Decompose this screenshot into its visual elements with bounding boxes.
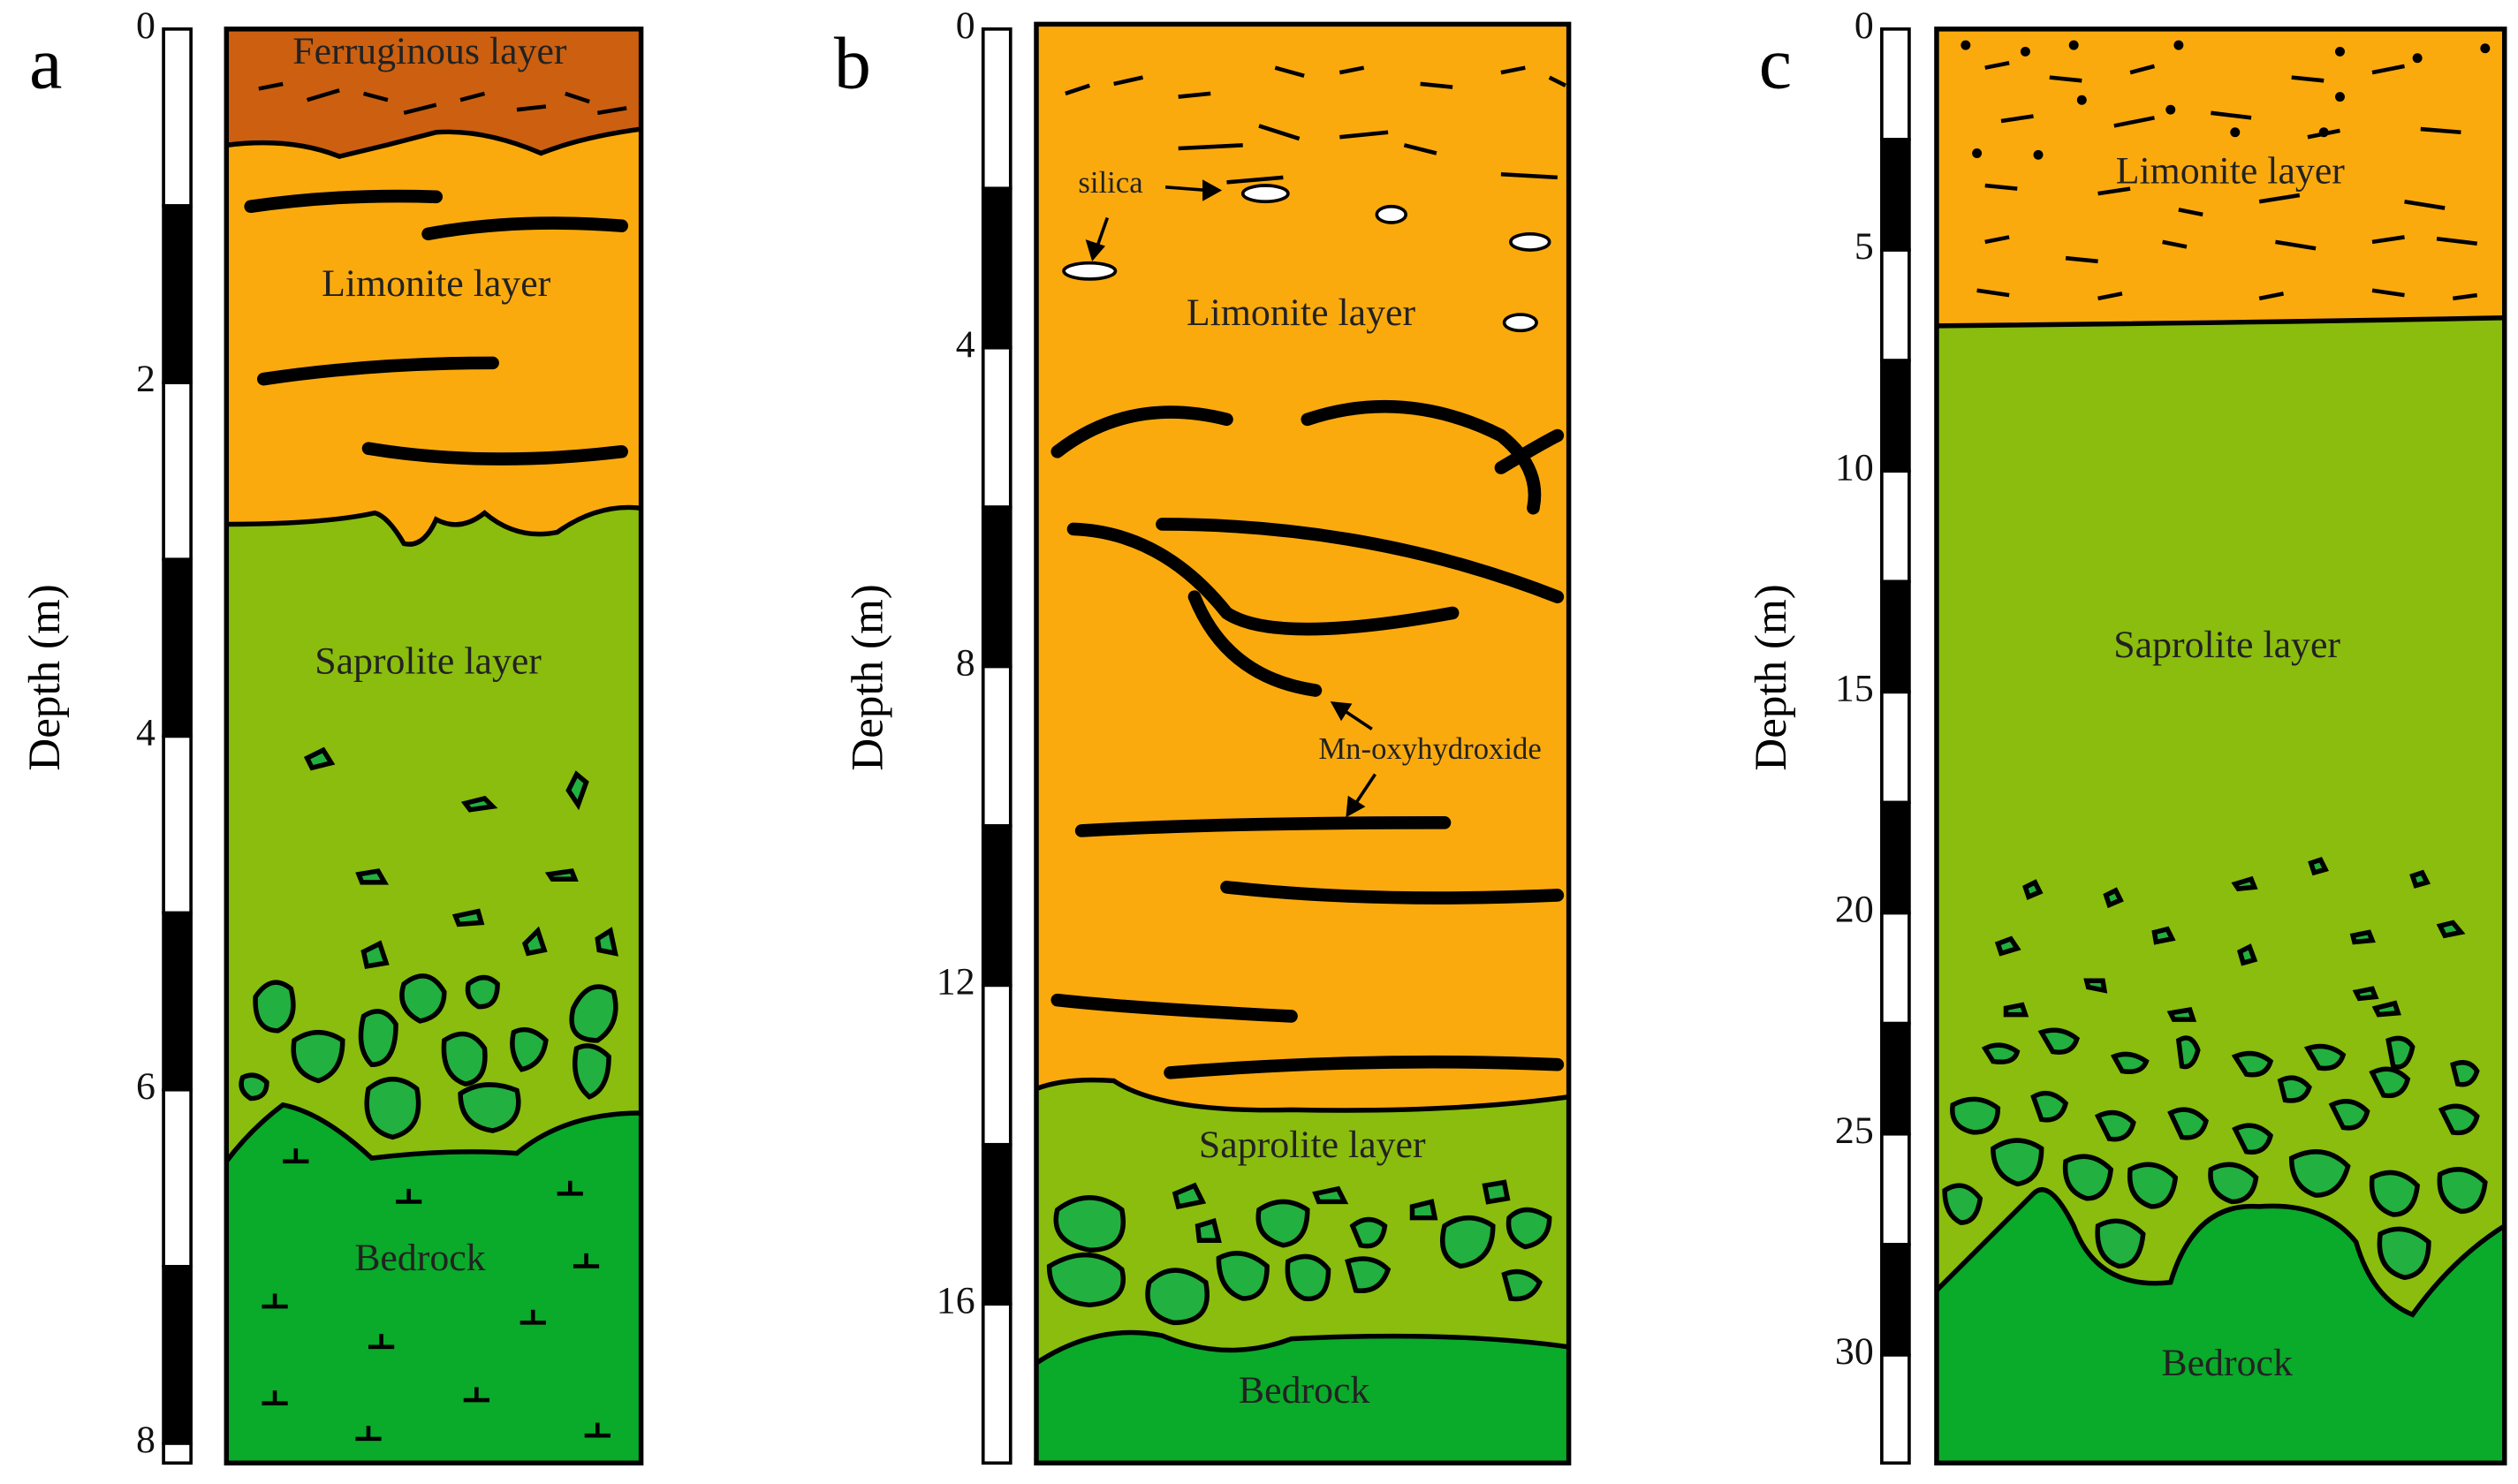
depth-tick: 20 <box>1835 889 1874 931</box>
axis-label: Depth (m) <box>842 584 892 771</box>
layer-label: Limonite layer <box>1187 292 1416 334</box>
profile-frame <box>224 26 644 1465</box>
layer-label: Limonite layer <box>2116 149 2346 192</box>
scale-segment <box>162 27 193 208</box>
scale-segment <box>981 1302 1013 1465</box>
scale-segment <box>1880 911 1911 1026</box>
layer-label: Saprolite layer <box>315 640 542 682</box>
scale-segment <box>162 204 193 384</box>
boundary <box>224 1102 641 1163</box>
layer-label: Bedrock <box>354 1237 486 1279</box>
texture-dots <box>1961 40 2491 160</box>
axis-label: Depth (m) <box>1746 584 1796 771</box>
texture <box>258 81 627 116</box>
layer-label: Limonite layer <box>322 262 551 305</box>
axis-label: Depth (m) <box>19 584 70 771</box>
ferruginous-fill <box>226 28 641 157</box>
panel-label: a <box>29 23 62 105</box>
layer-label: Bedrock <box>1239 1369 1370 1412</box>
panel-label: c <box>1759 23 1792 105</box>
depth-tick: 16 <box>937 1279 975 1321</box>
profile-a: Ferruginous layer Limonite layer Saproli… <box>224 26 644 1465</box>
scale-segment <box>1880 248 1911 362</box>
limonite-fill <box>226 28 641 545</box>
scale-segment <box>162 557 193 738</box>
annotation: Mn-oxyhydroxide <box>1318 731 1541 766</box>
depth-tick: 5 <box>1854 225 1874 268</box>
scale-segment <box>162 911 193 1092</box>
boundary <box>225 126 641 159</box>
profile-b: Limonite layer Saprolite layer Bedrock s… <box>1034 21 1572 1465</box>
layer-label: Saprolite layer <box>2113 624 2340 666</box>
annotation: silica <box>1078 165 1142 200</box>
scale-segment <box>1880 690 1911 805</box>
scale-segment <box>981 505 1013 669</box>
scale-segment <box>981 186 1013 350</box>
depth-tick: 8 <box>956 642 975 685</box>
scale-segment <box>981 824 1013 988</box>
boundary <box>1936 315 2505 329</box>
texture <box>262 1148 611 1442</box>
depth-tick: 15 <box>1835 667 1874 709</box>
scale-segment <box>162 381 193 562</box>
scale-segment <box>162 1087 193 1268</box>
scale-segment <box>162 1442 193 1465</box>
depth-tick: 30 <box>1835 1330 1874 1373</box>
scale-segment <box>1880 1021 1911 1136</box>
layer-label: Ferruginous layer <box>292 30 567 72</box>
layer-label: Saprolite layer <box>1199 1124 1426 1166</box>
depth-tick: 0 <box>956 4 975 47</box>
layer-label: Bedrock <box>2161 1342 2293 1384</box>
streaks <box>1050 399 1565 1079</box>
depth-tick: 4 <box>956 323 975 366</box>
scale-segment <box>1880 138 1911 252</box>
silica-grains <box>1062 184 1551 333</box>
scale-segment <box>1880 469 1911 584</box>
boundary <box>1035 1077 1569 1113</box>
scale-segment <box>1880 1132 1911 1246</box>
clasts <box>1942 856 2488 1281</box>
scale-segment <box>981 664 1013 828</box>
depth-tick: 0 <box>1854 4 1874 47</box>
boundary <box>1935 1187 2507 1318</box>
scale-segment <box>1880 800 1911 915</box>
profile-frame <box>1934 26 2507 1465</box>
clasts <box>239 746 618 1140</box>
scale-segment <box>981 1142 1013 1306</box>
scale-segment <box>162 734 193 915</box>
scale-segment <box>981 345 1013 509</box>
scale-segment <box>162 1265 193 1445</box>
depth-tick: 10 <box>1835 446 1874 488</box>
depth-tick: 0 <box>136 4 155 47</box>
arrows <box>1085 179 1377 818</box>
boundary <box>1035 1329 1569 1366</box>
scale-segment <box>981 27 1013 191</box>
scale-segment <box>981 983 1013 1147</box>
profile-c: Limonite layer Saprolite layer Bedrock <box>1934 26 2507 1465</box>
scale-segment <box>1880 1353 1911 1465</box>
depth-tick: 12 <box>937 960 975 1003</box>
streaks <box>244 189 628 466</box>
profile-frame <box>1034 21 1572 1465</box>
panel-label: b <box>834 23 871 105</box>
scale-segment <box>1880 579 1911 694</box>
scale-segment <box>1880 359 1911 473</box>
scale-segment <box>1880 27 1911 141</box>
limonite-fill <box>1036 24 1569 1110</box>
texture <box>1065 65 1566 185</box>
scale-segment <box>1880 1243 1911 1357</box>
depth-tick: 25 <box>1835 1109 1874 1152</box>
depth-tick: 4 <box>136 711 155 753</box>
depth-tick: 8 <box>136 1419 155 1461</box>
clasts <box>1046 1179 1552 1326</box>
depth-tick: 6 <box>136 1065 155 1108</box>
boundary <box>226 504 641 547</box>
depth-tick: 2 <box>136 358 155 400</box>
